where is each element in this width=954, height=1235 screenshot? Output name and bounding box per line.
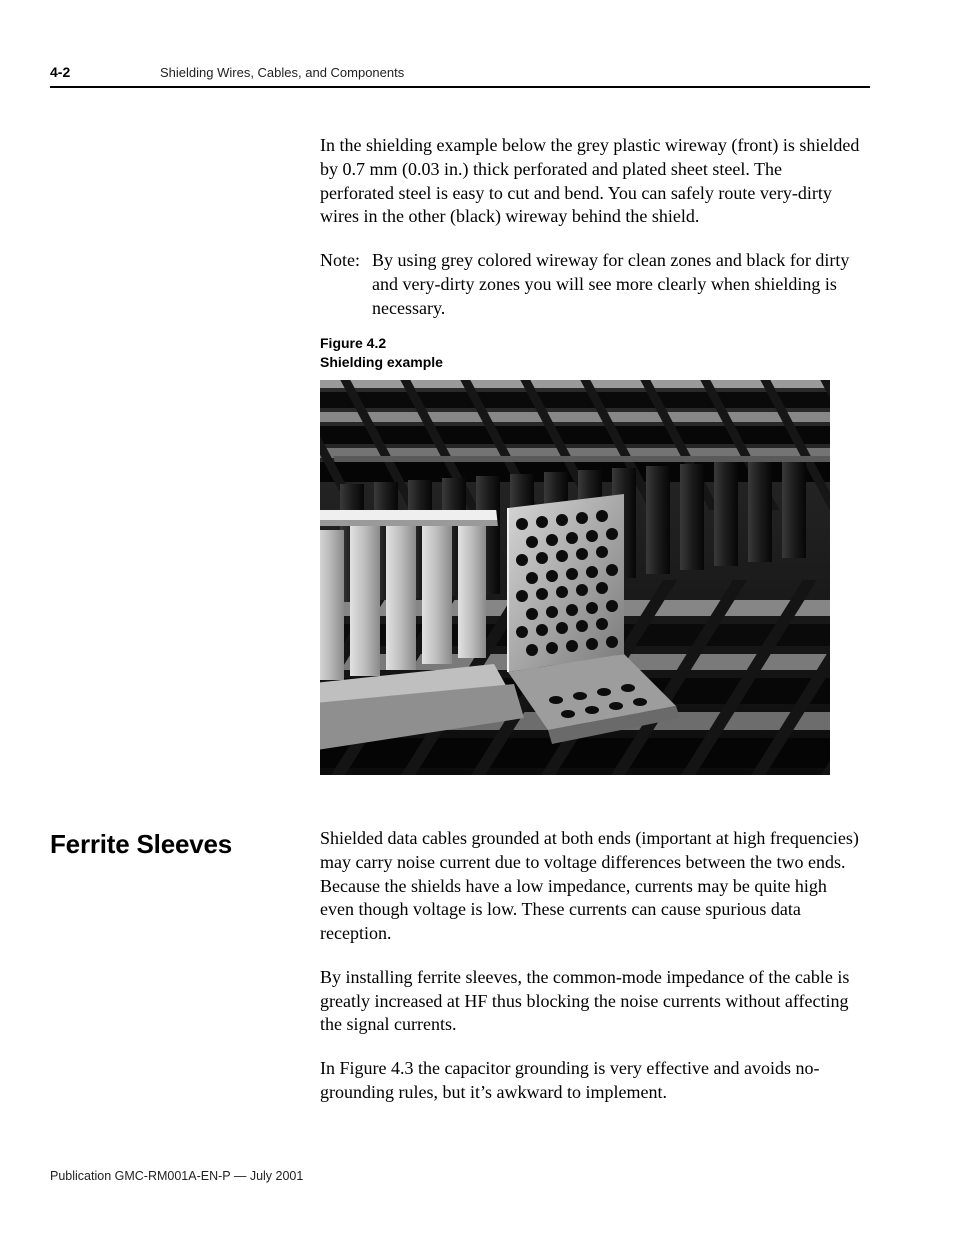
ferrite-block: Ferrite Sleeves Shielded data cables gro… [50, 827, 870, 1125]
ferrite-paragraph-2: By installing ferrite sleeves, the commo… [320, 966, 860, 1037]
ferrite-paragraph-1: Shielded data cables grounded at both en… [320, 827, 860, 946]
publication-footer: Publication GMC-RM001A-EN-P — July 2001 [50, 1169, 303, 1183]
note: Note: By using grey colored wireway for … [320, 249, 860, 320]
intro-paragraph: In the shielding example below the grey … [320, 134, 860, 229]
ferrite-paragraph-3: In Figure 4.3 the capacitor grounding is… [320, 1057, 860, 1105]
page: 4-2 Shielding Wires, Cables, and Compone… [0, 0, 954, 1235]
figure-caption: Figure 4.2 Shielding example [320, 334, 870, 372]
page-number: 4-2 [50, 64, 160, 80]
chapter-title: Shielding Wires, Cables, and Components [160, 65, 404, 80]
figure-image [320, 380, 830, 775]
figure-caption-line1: Figure 4.2 [320, 334, 870, 353]
note-text: By using grey colored wireway for clean … [372, 249, 860, 320]
section-heading: Ferrite Sleeves [50, 829, 320, 860]
note-label: Note: [320, 249, 372, 320]
figure-caption-line2: Shielding example [320, 353, 870, 372]
running-header: 4-2 Shielding Wires, Cables, and Compone… [50, 64, 870, 88]
intro-block: In the shielding example below the grey … [50, 134, 870, 827]
